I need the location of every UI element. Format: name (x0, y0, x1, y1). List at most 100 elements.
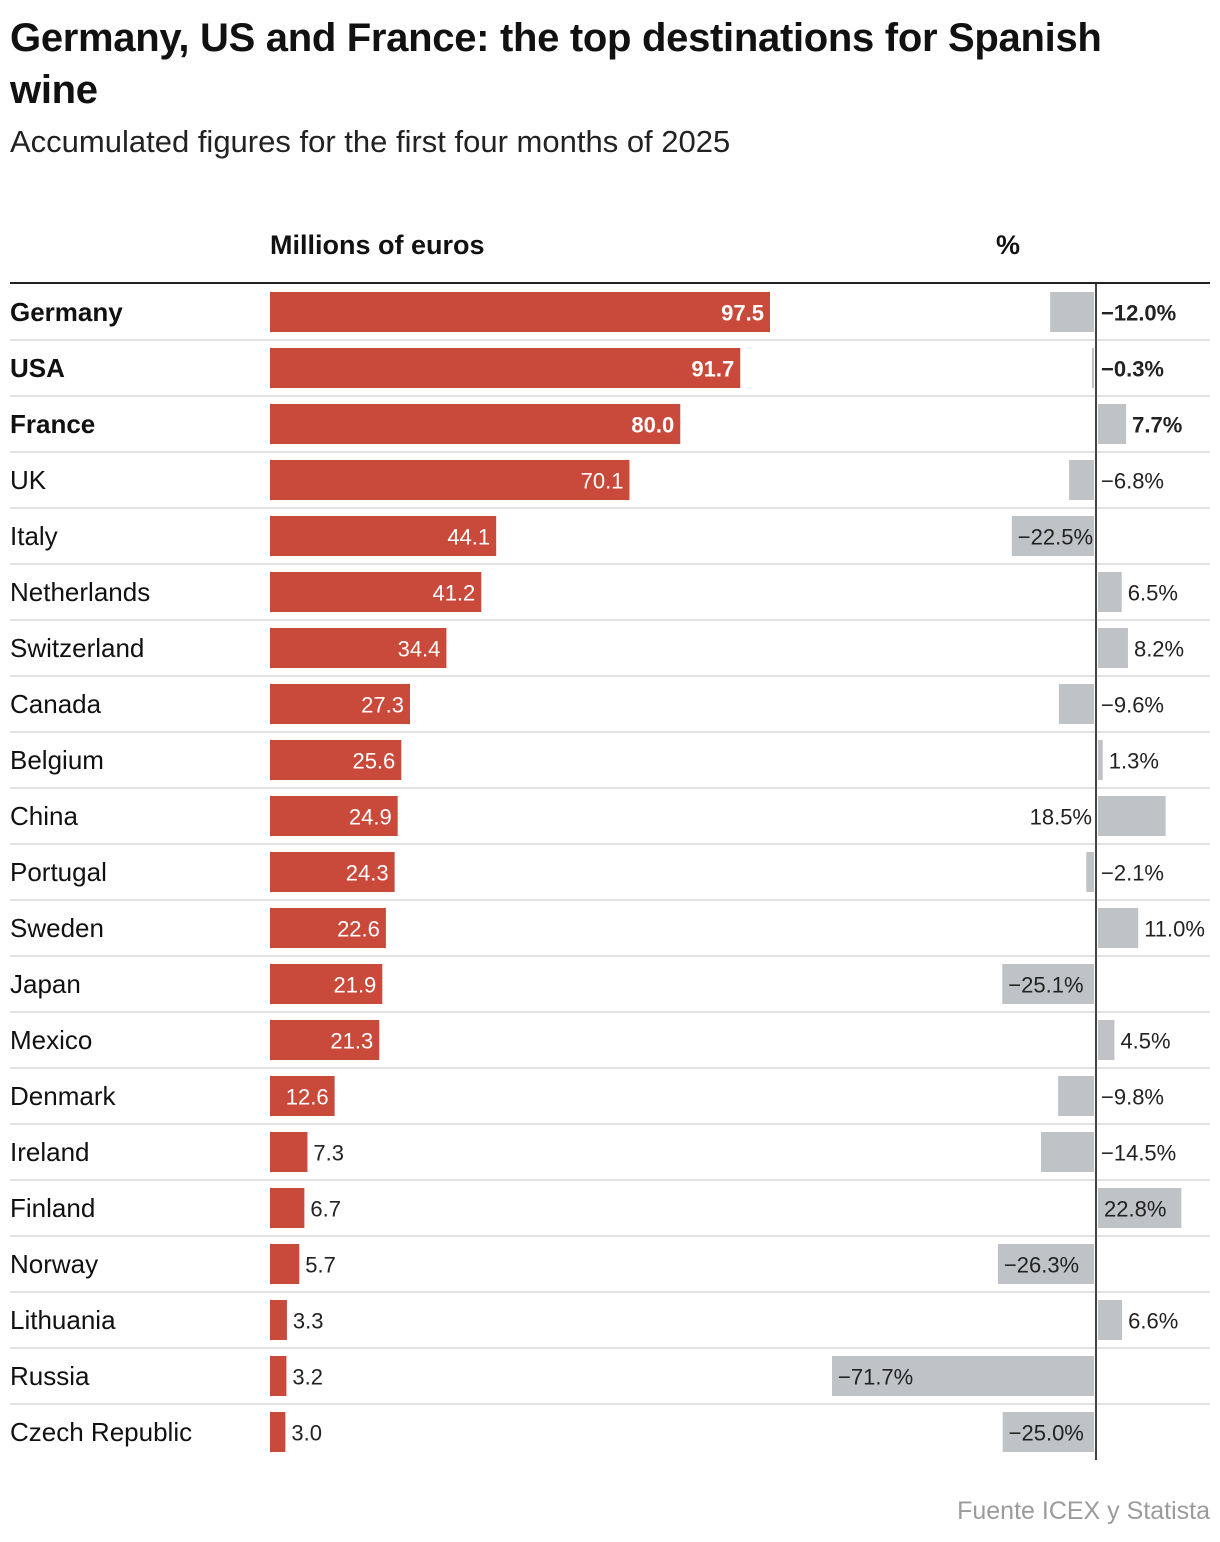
category-label: Belgium (10, 745, 104, 775)
chart-subtitle: Accumulated figures for the first four m… (10, 124, 731, 159)
source-note: Fuente ICEX y Statista (957, 1497, 1210, 1525)
category-label: Switzerland (10, 633, 144, 663)
value-label: 70.1 (581, 469, 624, 494)
category-label: USA (10, 353, 65, 383)
value-bar (270, 1244, 300, 1284)
category-label: Japan (10, 969, 81, 999)
percent-label: −14.5% (1101, 1141, 1176, 1166)
value-label: 12.6 (286, 1085, 329, 1110)
category-label: Ireland (10, 1137, 90, 1167)
percent-bar (1002, 1412, 1094, 1452)
value-label: 97.5 (721, 301, 764, 326)
value-label: 44.1 (447, 525, 490, 550)
percent-label: −2.1% (1101, 861, 1164, 886)
percent-label: −6.8% (1101, 469, 1164, 494)
value-label: 7.3 (313, 1141, 344, 1166)
percent-column-header: % (996, 230, 1021, 260)
percent-label: −25.0% (1009, 1421, 1084, 1446)
percent-label: 22.8% (1104, 1197, 1166, 1222)
percent-bar (1058, 684, 1094, 724)
percent-label: −26.3% (1004, 1253, 1079, 1278)
value-bar (270, 460, 630, 500)
percent-bar (832, 1356, 1094, 1396)
value-bar (270, 348, 741, 388)
value-label: 80.0 (631, 413, 674, 438)
percent-bar (1058, 1076, 1094, 1116)
percent-bar (1086, 852, 1094, 892)
percent-label: −0.3% (1101, 357, 1164, 382)
value-label: 27.3 (361, 693, 404, 718)
percent-bar (1069, 460, 1094, 500)
percent-bar (1098, 908, 1139, 948)
value-bar (270, 1300, 287, 1340)
value-label: 24.9 (349, 805, 392, 830)
category-label: Finland (10, 1193, 95, 1223)
value-label: 91.7 (691, 357, 734, 382)
value-bar (270, 516, 497, 556)
value-label: 41.2 (432, 581, 475, 606)
value-bar (270, 684, 410, 724)
percent-bar (1098, 1300, 1123, 1340)
percent-bar (1098, 796, 1166, 836)
percent-bar (1098, 572, 1122, 612)
percent-label: 18.5% (1030, 805, 1092, 830)
percent-bar (1098, 1020, 1115, 1060)
value-bar (270, 852, 395, 892)
value-label: 3.0 (291, 1421, 322, 1446)
category-label: Portugal (10, 857, 107, 887)
percent-bar (1098, 740, 1103, 780)
category-label: Czech Republic (10, 1417, 192, 1447)
percent-label: −25.1% (1008, 973, 1083, 998)
percent-label: −9.6% (1101, 693, 1164, 718)
percent-label: −9.8% (1101, 1085, 1164, 1110)
category-label: Denmark (10, 1081, 116, 1111)
value-bar (270, 1412, 286, 1452)
value-column-header: Millions of euros (270, 230, 485, 260)
category-label: Russia (10, 1361, 90, 1391)
percent-label: 6.6% (1128, 1309, 1178, 1334)
category-label: Norway (10, 1249, 98, 1279)
percent-label: −22.5% (1018, 525, 1093, 550)
category-label: China (10, 801, 78, 831)
value-label: 21.3 (330, 1029, 373, 1054)
value-label: 5.7 (305, 1253, 336, 1278)
percent-bar (1011, 516, 1094, 556)
percent-bar (1041, 1132, 1094, 1172)
category-label: Sweden (10, 913, 104, 943)
category-label: Germany (10, 297, 123, 327)
value-bar (270, 292, 770, 332)
value-label: 24.3 (346, 861, 389, 886)
value-bar (270, 740, 402, 780)
value-label: 22.6 (337, 917, 380, 942)
value-bar (270, 796, 398, 836)
value-label: 3.2 (292, 1365, 323, 1390)
percent-label: −71.7% (838, 1365, 913, 1390)
percent-label: −12.0% (1101, 301, 1176, 326)
value-label: 3.3 (293, 1309, 324, 1334)
category-label: Lithuania (10, 1305, 116, 1335)
value-bar (270, 1020, 380, 1060)
category-label: Netherlands (10, 577, 150, 607)
value-bar (270, 628, 447, 668)
category-label: Canada (10, 689, 102, 719)
value-bar (270, 1076, 335, 1116)
category-label: France (10, 409, 95, 439)
percent-bar (1050, 292, 1094, 332)
percent-bar (997, 1244, 1094, 1284)
percent-bar (1002, 964, 1094, 1004)
value-label: 21.9 (333, 973, 376, 998)
percent-bar (1098, 1188, 1182, 1228)
bar-chart: Germany 97.5 −12.0% USA 91.7 −0.3% France 80.0 7… (10, 282, 1210, 1460)
percent-label: 11.0% (1144, 917, 1205, 942)
category-label: UK (10, 465, 47, 495)
percent-bar (1098, 404, 1127, 444)
percent-label: 6.5% (1128, 581, 1178, 606)
percent-label: 1.3% (1109, 749, 1159, 774)
percent-bar (1098, 628, 1128, 668)
value-bar (270, 964, 383, 1004)
percent-label: 8.2% (1134, 637, 1184, 662)
category-label: Mexico (10, 1025, 92, 1055)
chart-title: Germany, US and France: the top destinat… (10, 16, 1102, 112)
percent-label: 4.5% (1120, 1029, 1170, 1054)
value-bar (270, 1132, 308, 1172)
